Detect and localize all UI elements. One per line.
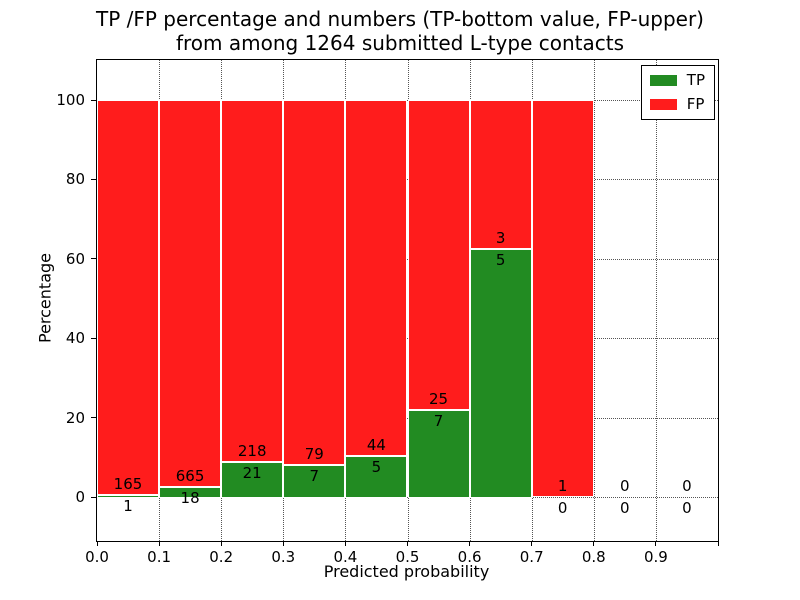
x-tick-label: 0.9 bbox=[643, 548, 668, 566]
x-tick-mark bbox=[96, 541, 98, 546]
x-tick-label: 0.3 bbox=[271, 548, 296, 566]
x-tick-label: 0.8 bbox=[581, 548, 606, 566]
bar-segment-fp bbox=[407, 100, 470, 411]
fp-count-label: 165 bbox=[113, 474, 143, 493]
plot-area: 165 1 665 18 218 21 79 7 44 5 25 7 3 5 1 0 0 0 0 0 0.0 0.1 0.… bbox=[56, 59, 719, 566]
y-tick-mark bbox=[91, 417, 96, 419]
tp-count-label: 5 bbox=[371, 458, 382, 477]
legend-entry-label: FP bbox=[686, 95, 705, 113]
bar-segment-tp bbox=[159, 486, 222, 498]
tp-count-label: 7 bbox=[309, 466, 320, 485]
tp-count-label: 21 bbox=[242, 464, 262, 483]
x-axis-label: Predicted probability bbox=[323, 562, 490, 581]
fp-count-label: 218 bbox=[237, 442, 267, 461]
bar-segment-fp bbox=[97, 100, 160, 495]
x-tick-label: 0.1 bbox=[147, 548, 172, 566]
y-tick-mark bbox=[91, 178, 96, 180]
tp-count-label: 1 bbox=[123, 496, 133, 515]
bar-segment-fp bbox=[345, 100, 408, 457]
x-tick-mark bbox=[717, 541, 719, 546]
bar-segment-tp bbox=[221, 462, 284, 498]
legend-entry-label: TP bbox=[686, 71, 705, 89]
bar-segment-fp bbox=[531, 100, 594, 497]
chart-title: TP /FP percentage and numbers (TP-bottom… bbox=[0, 7, 800, 55]
bar-segment-fp bbox=[469, 100, 532, 249]
bar-segment-tp bbox=[97, 494, 160, 498]
x-tick-mark bbox=[469, 541, 471, 546]
x-tick-mark bbox=[655, 541, 657, 546]
x-tick-label: 0.6 bbox=[457, 548, 482, 566]
y-tick-mark bbox=[91, 99, 96, 101]
y-tick-label: 60 bbox=[65, 249, 85, 268]
y-tick-mark bbox=[91, 496, 96, 498]
fp-count-label: 1 bbox=[557, 477, 568, 495]
x-tick-mark bbox=[158, 541, 160, 546]
fp-count-label: 79 bbox=[304, 444, 324, 463]
chart-title-line2: from among 1264 submitted L-type contact… bbox=[175, 31, 625, 55]
y-tick-label: 20 bbox=[65, 408, 85, 427]
v-gridline bbox=[593, 60, 595, 541]
v-gridline bbox=[655, 60, 657, 541]
x-tick-label: 0.4 bbox=[333, 548, 358, 566]
x-tick-mark bbox=[220, 541, 222, 546]
tp-count-label: 7 bbox=[433, 412, 444, 431]
legend-entry: TP bbox=[649, 71, 705, 89]
tp-legend-patch bbox=[649, 75, 677, 86]
x-tick-label: 0.7 bbox=[519, 548, 544, 566]
x-tick-mark bbox=[593, 541, 595, 546]
x-tick-label: 0.2 bbox=[209, 548, 234, 566]
fp-count-label: 25 bbox=[428, 390, 449, 409]
bar-segment-tp bbox=[407, 410, 470, 498]
x-tick-mark bbox=[531, 541, 533, 546]
y-tick-label: 40 bbox=[65, 329, 85, 348]
tp-count-label: 0 bbox=[682, 499, 692, 517]
y-tick-mark bbox=[91, 258, 96, 260]
y-tick-mark bbox=[91, 337, 96, 339]
bar-segment-fp bbox=[221, 100, 284, 463]
fp-count-label: 3 bbox=[495, 228, 506, 247]
fp-legend-patch bbox=[649, 99, 677, 110]
y-tick-label: 0 bbox=[75, 488, 85, 506]
legend-entry: FP bbox=[649, 95, 705, 113]
legend: TP FP bbox=[640, 65, 715, 120]
fp-count-label: 0 bbox=[620, 477, 630, 495]
fp-count-label: 665 bbox=[175, 466, 205, 485]
bar-segment-tp bbox=[283, 464, 346, 498]
bar-segment-fp bbox=[159, 100, 222, 487]
chart-title-line1: TP /FP percentage and numbers (TP-bottom… bbox=[96, 7, 704, 31]
tp-count-label: 5 bbox=[495, 250, 506, 269]
x-tick-label: 0.0 bbox=[85, 548, 109, 566]
x-tick-label: 0.5 bbox=[395, 548, 420, 566]
tp-count-label: 0 bbox=[620, 499, 630, 517]
x-tick-mark bbox=[282, 541, 284, 546]
x-tick-mark bbox=[344, 541, 346, 546]
bar-segment-tp bbox=[469, 248, 532, 498]
fp-count-label: 44 bbox=[366, 436, 386, 455]
x-tick-mark bbox=[407, 541, 408, 546]
y-tick-label: 80 bbox=[65, 170, 85, 189]
bar-segment-tp bbox=[345, 456, 408, 498]
y-axis-label: Percentage bbox=[35, 252, 55, 344]
y-tick-label: 100 bbox=[56, 91, 85, 109]
bar-segment-fp bbox=[283, 100, 346, 465]
tp-count-label: 18 bbox=[180, 488, 200, 507]
fp-count-label: 0 bbox=[682, 477, 692, 495]
tp-count-label: 0 bbox=[557, 499, 568, 517]
